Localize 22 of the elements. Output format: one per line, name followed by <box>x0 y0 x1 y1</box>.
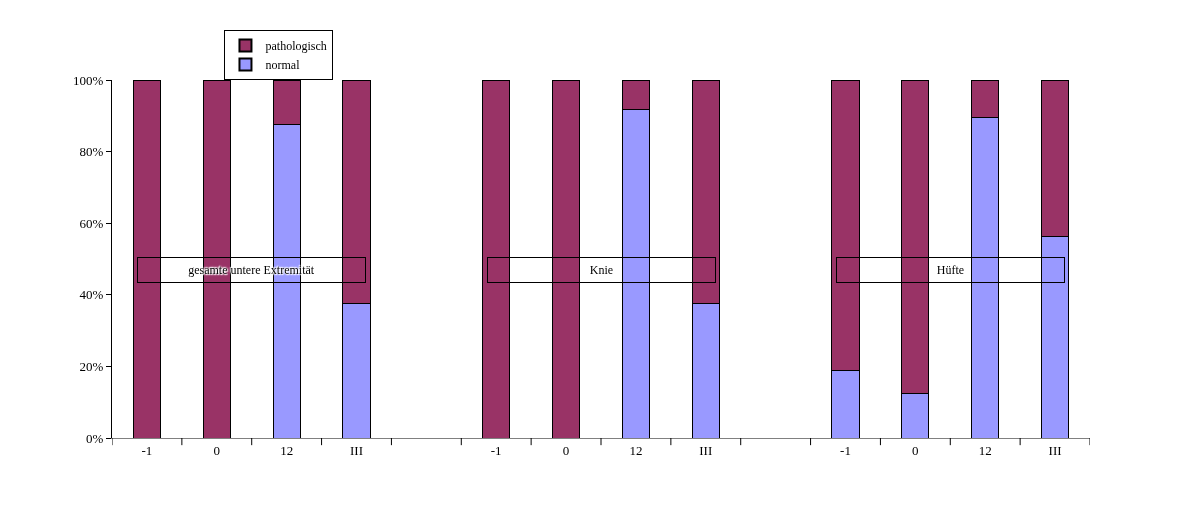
x-tick-label: 0 <box>213 442 221 458</box>
y-tick-label: 60% <box>79 215 104 231</box>
legend-label: pathologisch <box>265 39 327 54</box>
x-tick-label: 12 <box>629 442 643 458</box>
x-tick-label: III <box>699 442 713 458</box>
annotation: Hüfte <box>936 263 965 277</box>
x-tick-label: III <box>350 442 363 458</box>
x-tick-label: 0 <box>912 442 919 458</box>
y-tick-label: 0% <box>86 430 104 446</box>
y-tick-label: 100% <box>73 72 104 88</box>
x-tick-label: -1 <box>840 442 851 458</box>
legend-label: normal <box>265 58 301 73</box>
y-tick-label: 40% <box>79 287 104 303</box>
x-tick-label: 0 <box>562 442 570 458</box>
y-tick-label: 20% <box>79 358 104 374</box>
x-tick-label: 12 <box>978 442 992 458</box>
x-tick-label: III <box>1048 442 1062 458</box>
annotation: Knie <box>589 263 614 277</box>
x-tick-label: -1 <box>490 442 502 458</box>
x-tick-label: 12 <box>280 442 294 458</box>
y-tick-label: 80% <box>79 144 104 160</box>
x-tick-label: -1 <box>141 442 153 458</box>
